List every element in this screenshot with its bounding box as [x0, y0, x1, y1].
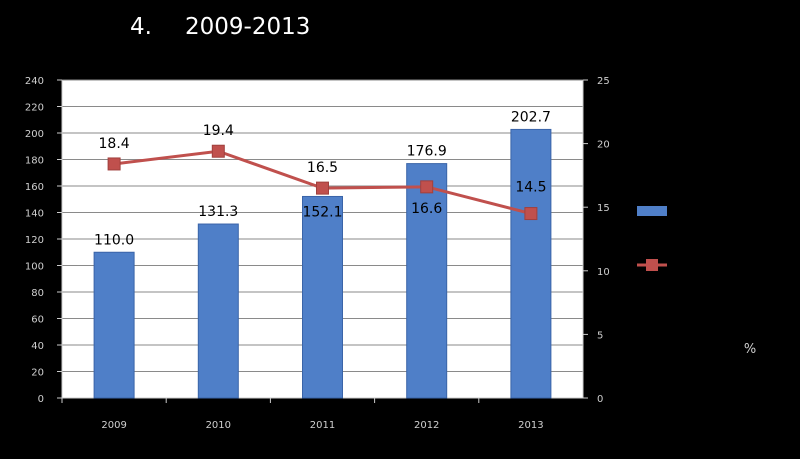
y-left-tick-label: 140	[25, 209, 44, 220]
bar	[302, 195, 343, 399]
y-left-tick-label: 40	[31, 341, 44, 352]
y-left-tick-label: 80	[31, 288, 44, 299]
y-left-tick-label: 200	[25, 129, 44, 140]
y-left-tick-label: 20	[31, 368, 44, 379]
right-axis-unit-label: %	[744, 342, 756, 357]
line-data-label: 14.5	[515, 180, 546, 196]
chart-title: 4. 2009-2013	[0, 14, 800, 44]
y-left-tick-label: 60	[31, 315, 44, 326]
y-left-tick-label: 120	[25, 235, 44, 246]
y-right-tick-label: 25	[597, 76, 610, 87]
y-left-tick-label: 0	[38, 394, 44, 405]
bar-data-label: 202.7	[511, 109, 551, 125]
bar-data-label: 131.3	[198, 204, 238, 220]
x-tick-label: 2011	[310, 420, 335, 431]
bar	[510, 128, 552, 399]
line-marker	[211, 144, 225, 158]
title-text: 2009-2013	[185, 14, 311, 40]
line-marker	[524, 207, 538, 221]
line-marker	[316, 181, 329, 195]
x-tick-label: 2013	[518, 420, 543, 431]
line-marker	[107, 157, 121, 171]
y-right-tick-label: 20	[597, 140, 610, 151]
y-right-tick-label: 15	[597, 203, 610, 214]
y-left-tick-label: 240	[25, 76, 44, 87]
y-left-tick-label: 160	[25, 182, 44, 193]
bar-data-label: 176.9	[407, 144, 447, 160]
y-right-tick-label: 0	[597, 394, 603, 405]
legend-line-marker	[646, 259, 658, 271]
bar	[93, 251, 135, 399]
y-left-tick-label: 180	[25, 156, 44, 167]
y-right-tick-label: 5	[597, 330, 603, 341]
bar-data-label: 152.1	[302, 204, 342, 220]
bar	[406, 163, 448, 399]
line-marker	[420, 180, 434, 194]
bar-data-label: 110.0	[94, 232, 134, 248]
line-data-label: 16.5	[307, 160, 338, 176]
y-right-tick-label: 10	[597, 267, 610, 278]
line-data-label: 16.6	[411, 201, 442, 217]
x-tick-label: 2010	[206, 420, 231, 431]
legend-bar-swatch	[637, 206, 667, 216]
line-data-label: 19.4	[203, 123, 234, 139]
line-data-label: 18.4	[99, 136, 130, 152]
title-prefix: 4.	[130, 14, 152, 40]
y-left-tick-label: 220	[25, 103, 44, 114]
x-tick-label: 2009	[101, 420, 126, 431]
bar	[197, 223, 239, 399]
y-left-tick-label: 100	[25, 262, 44, 273]
x-tick-label: 2012	[414, 420, 439, 431]
